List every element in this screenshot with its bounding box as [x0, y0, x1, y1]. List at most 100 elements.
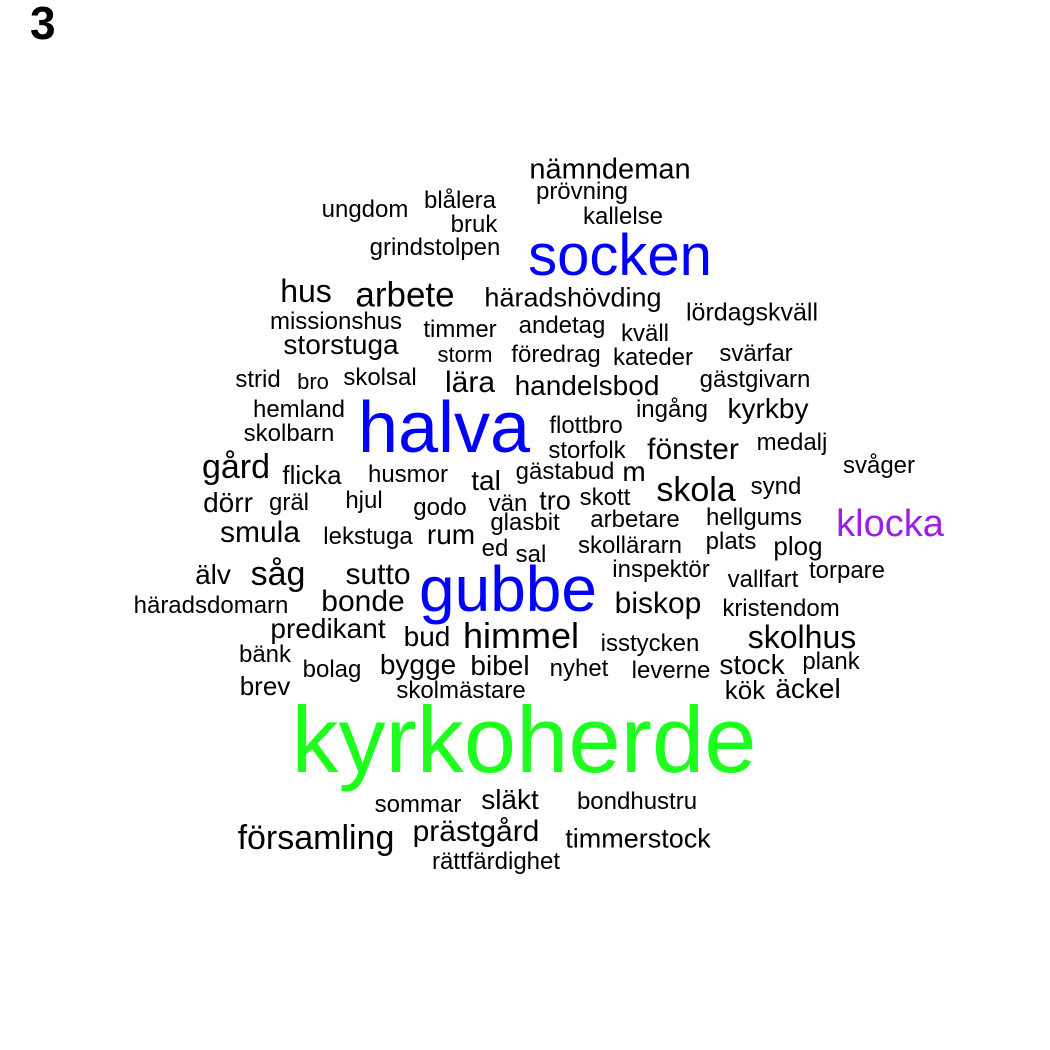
cloud-word: missionshus	[269, 308, 403, 335]
cloud-word: bruk	[450, 211, 498, 238]
cloud-word: kallelse	[582, 203, 664, 230]
cloud-word: prövning	[535, 178, 629, 205]
cloud-word: plats	[705, 528, 757, 555]
cloud-word: kyrkby	[727, 393, 809, 424]
cloud-word: nämndeman	[529, 153, 691, 186]
cloud-word: äckel	[775, 673, 841, 704]
cloud-word: hjul	[345, 487, 383, 514]
cloud-word: lära	[444, 366, 496, 399]
cloud-word: strid	[235, 366, 281, 393]
cloud-word: lördagskväll	[685, 298, 819, 327]
cloud-word: häradsdomarn	[133, 592, 289, 619]
cloud-word: bolag	[302, 656, 362, 683]
cloud-word: glasbit	[490, 509, 560, 536]
cloud-word: svärfar	[719, 340, 793, 367]
cloud-word: bibel	[470, 650, 530, 681]
cloud-word: gräl	[268, 489, 310, 516]
cloud-word: älv	[195, 559, 231, 590]
cloud-word: föredrag	[511, 341, 601, 368]
cloud-word: grindstolpen	[369, 234, 501, 261]
cloud-word: medalj	[756, 429, 828, 456]
cloud-word: släkt	[481, 784, 539, 815]
cloud-word: leverne	[631, 657, 711, 684]
cloud-word: skola	[656, 471, 736, 509]
cloud-word: skolmästare	[396, 677, 526, 704]
cloud-word: arbete	[355, 275, 455, 315]
cloud-word: storstuga	[283, 329, 399, 360]
cloud-word: hemland	[252, 396, 346, 423]
cloud-word: m	[622, 456, 646, 487]
cloud-word: flottbro	[549, 412, 623, 439]
cloud-word: häradshövding	[484, 282, 662, 313]
cloud-word: synd	[750, 473, 802, 500]
cloud-word: isstycken	[600, 630, 700, 657]
cloud-word: inspektör	[612, 556, 710, 583]
cloud-word: tal	[471, 465, 501, 496]
cloud-word: bondhustru	[576, 788, 698, 815]
cloud-word: bonde	[321, 585, 405, 618]
cloud-word: skolsal	[343, 364, 417, 391]
cloud-word: storm	[437, 342, 493, 367]
cloud-word: sommar	[374, 791, 462, 818]
cloud-word: brev	[239, 671, 291, 701]
cloud-word: kök	[724, 675, 766, 705]
cloud-word: bro	[297, 369, 329, 394]
cloud-word: ungdom	[321, 196, 409, 223]
cloud-word: halva	[357, 388, 531, 468]
cloud-word: klocka	[836, 503, 944, 545]
cloud-word: handelsbod	[514, 370, 660, 401]
cloud-word: kväll	[620, 320, 670, 347]
cloud-word: kyrkoherde	[291, 687, 757, 792]
cloud-word: storfolk	[548, 437, 626, 464]
cloud-word: flicka	[282, 460, 342, 490]
cloud-word: gubbe	[419, 553, 597, 625]
cloud-word: prästgård	[412, 815, 540, 848]
cloud-word: svåger	[842, 452, 916, 479]
cloud-word: husmor	[367, 461, 449, 488]
cloud-word: bygge	[379, 649, 457, 680]
cloud-word: plog	[773, 531, 823, 561]
cloud-word: fönster	[647, 433, 739, 466]
cloud-word: timmerstock	[565, 823, 711, 854]
panel-label: 3	[30, 0, 56, 49]
cloud-word: vallfart	[727, 566, 799, 593]
cloud-word: hus	[280, 273, 332, 309]
cloud-word: ingång	[635, 396, 709, 423]
cloud-word: dörr	[203, 487, 253, 518]
cloud-word: tro	[539, 485, 571, 516]
cloud-word: gästabud	[515, 458, 615, 485]
cloud-word: skott	[579, 484, 631, 511]
cloud-word: andetag	[518, 312, 606, 339]
cloud-word: skollärarn	[577, 532, 683, 559]
cloud-word: rum	[426, 519, 476, 550]
cloud-word: blålera	[423, 187, 497, 214]
cloud-word: timmer	[423, 316, 497, 343]
cloud-word: sutto	[345, 558, 411, 591]
cloud-word: vän	[488, 490, 528, 517]
cloud-word: arbetare	[590, 506, 680, 533]
cloud-word: nyhet	[549, 655, 609, 682]
cloud-word: kateder	[612, 344, 694, 371]
cloud-word: bud	[403, 621, 451, 652]
cloud-word: rättfärdighet	[431, 848, 561, 875]
cloud-word: smula	[219, 516, 301, 549]
cloud-word: gård	[201, 448, 271, 486]
cloud-word: ed	[481, 535, 509, 562]
cloud-word: skolbarn	[243, 420, 335, 447]
cloud-word: stock	[719, 649, 785, 680]
cloud-word: biskop	[614, 587, 702, 620]
cloud-word: hellgums	[705, 504, 803, 531]
cloud-word: församling	[237, 819, 395, 857]
cloud-word: skolhus	[747, 619, 857, 655]
cloud-word: såg	[250, 555, 306, 593]
cloud-word: godo	[413, 494, 467, 521]
cloud-word: predikant	[270, 613, 386, 644]
cloud-word: bänk	[238, 641, 292, 668]
cloud-word: plank	[802, 648, 860, 675]
cloud-word: himmel	[462, 615, 580, 656]
cloud-word: gästgivarn	[699, 366, 811, 393]
cloud-word: lekstuga	[323, 523, 413, 550]
cloud-word: torpare	[808, 557, 886, 584]
cloud-word: socken	[528, 223, 712, 288]
